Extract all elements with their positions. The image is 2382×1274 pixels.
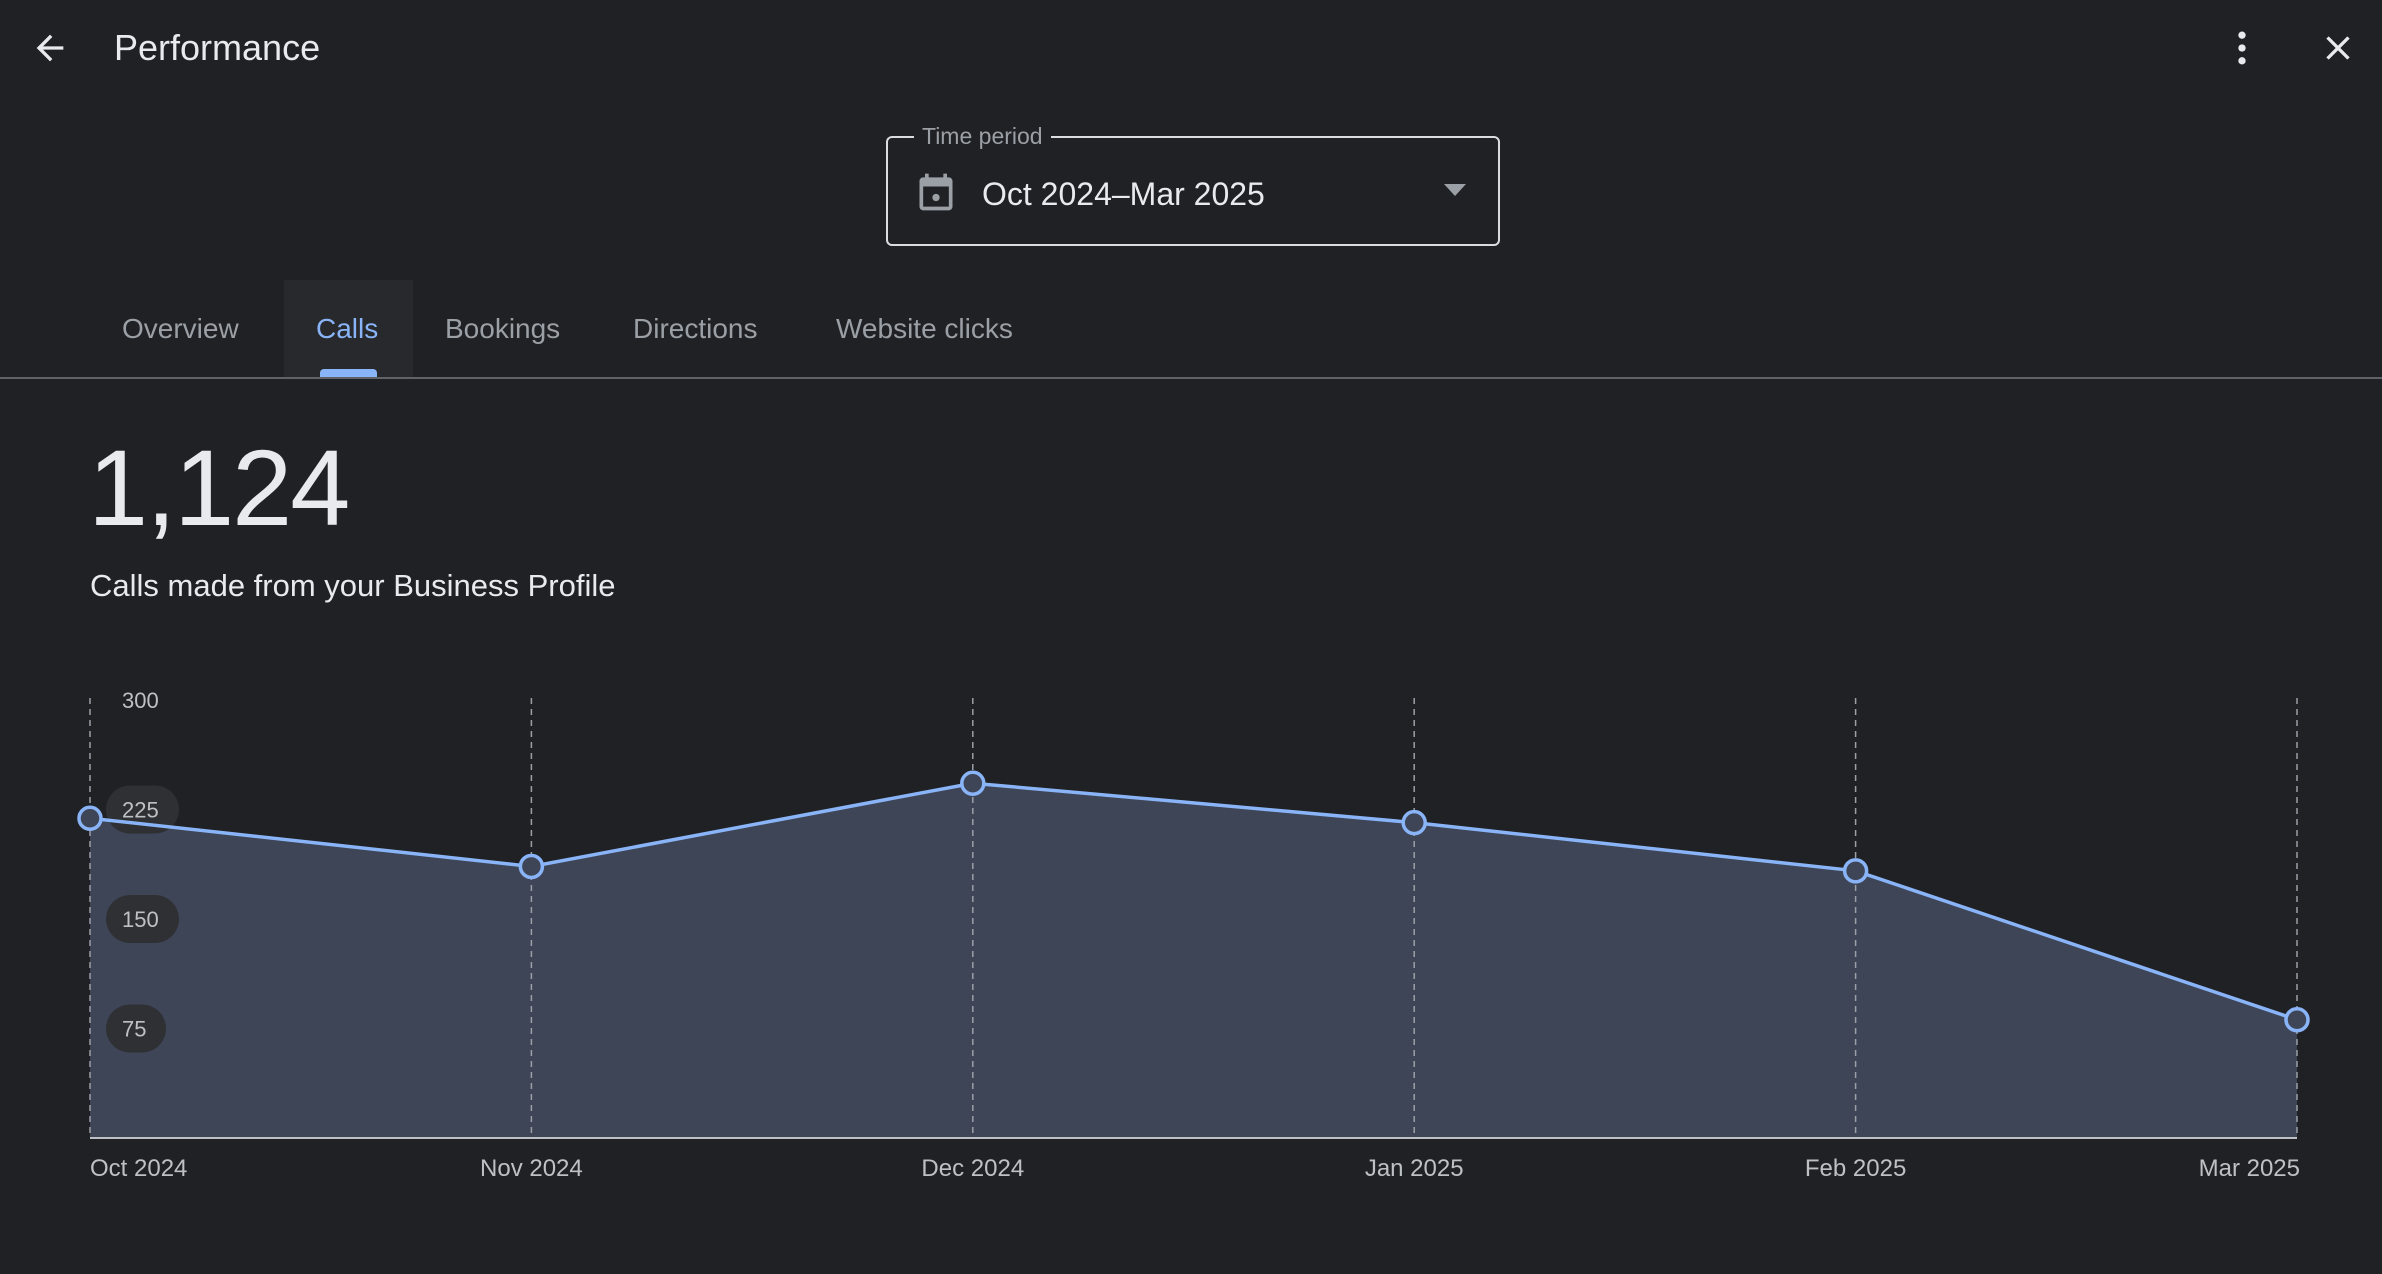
- tab-directions[interactable]: Directions: [633, 313, 758, 344]
- calls-description: Calls made from your Business Profile: [90, 568, 616, 603]
- x-tick-label: Feb 2025: [1805, 1155, 1906, 1182]
- calls-total: 1,124: [88, 427, 350, 548]
- page-title: Performance: [114, 27, 321, 68]
- tab-website-clicks[interactable]: Website clicks: [836, 313, 1013, 344]
- tab-overview[interactable]: Overview: [122, 313, 239, 344]
- more-options-button[interactable]: [2206, 12, 2278, 84]
- x-tick-label: Oct 2024: [90, 1155, 187, 1182]
- area-fill: [90, 783, 2297, 1138]
- x-tick-label: Jan 2025: [1365, 1155, 1464, 1182]
- time-period-label: Time period: [914, 122, 1051, 150]
- y-tick-label: 75: [122, 1017, 146, 1042]
- active-tab-indicator: [320, 369, 377, 377]
- y-tick-pill: [106, 1004, 166, 1053]
- time-period-select[interactable]: Time period Oct 2024–Mar 2025: [886, 122, 1500, 246]
- arrow-back-icon: [36, 34, 64, 62]
- data-point: [77, 805, 103, 832]
- time-period-value: Oct 2024–Mar 2025: [982, 176, 1265, 212]
- x-tick-label: Mar 2025: [2199, 1155, 2300, 1182]
- calendar-icon: [914, 170, 958, 219]
- data-point: [960, 770, 986, 796]
- calls-chart: 300 225 150 75 Oct 2024 Nov 2024 Dec 2024 Jan 2…: [77, 688, 2310, 1182]
- calls-series-line: [89, 781, 2298, 1022]
- header: Performance: [0, 0, 2382, 96]
- back-button[interactable]: [14, 12, 86, 84]
- x-tick-label: Nov 2024: [480, 1155, 583, 1182]
- y-tick-label: 225: [122, 798, 159, 823]
- data-point: [518, 853, 545, 880]
- data-point: [2284, 1006, 2310, 1033]
- more-vert-icon: [2238, 31, 2246, 65]
- data-point: [1401, 809, 1427, 836]
- close-button[interactable]: [2302, 12, 2374, 84]
- close-icon: [2326, 36, 2350, 60]
- data-point: [1842, 858, 1869, 884]
- y-tick-label: 150: [122, 907, 159, 932]
- dropdown-arrow-icon: [1444, 184, 1466, 203]
- y-tick-label: 300: [122, 688, 159, 713]
- y-tick-pill: [106, 895, 179, 943]
- x-tick-label: Dec 2024: [921, 1155, 1024, 1182]
- tab-bookings[interactable]: Bookings: [445, 313, 561, 344]
- tab-calls[interactable]: Calls: [284, 280, 413, 377]
- tab-bar: Overview Calls Bookings Directions Websi…: [0, 280, 2382, 379]
